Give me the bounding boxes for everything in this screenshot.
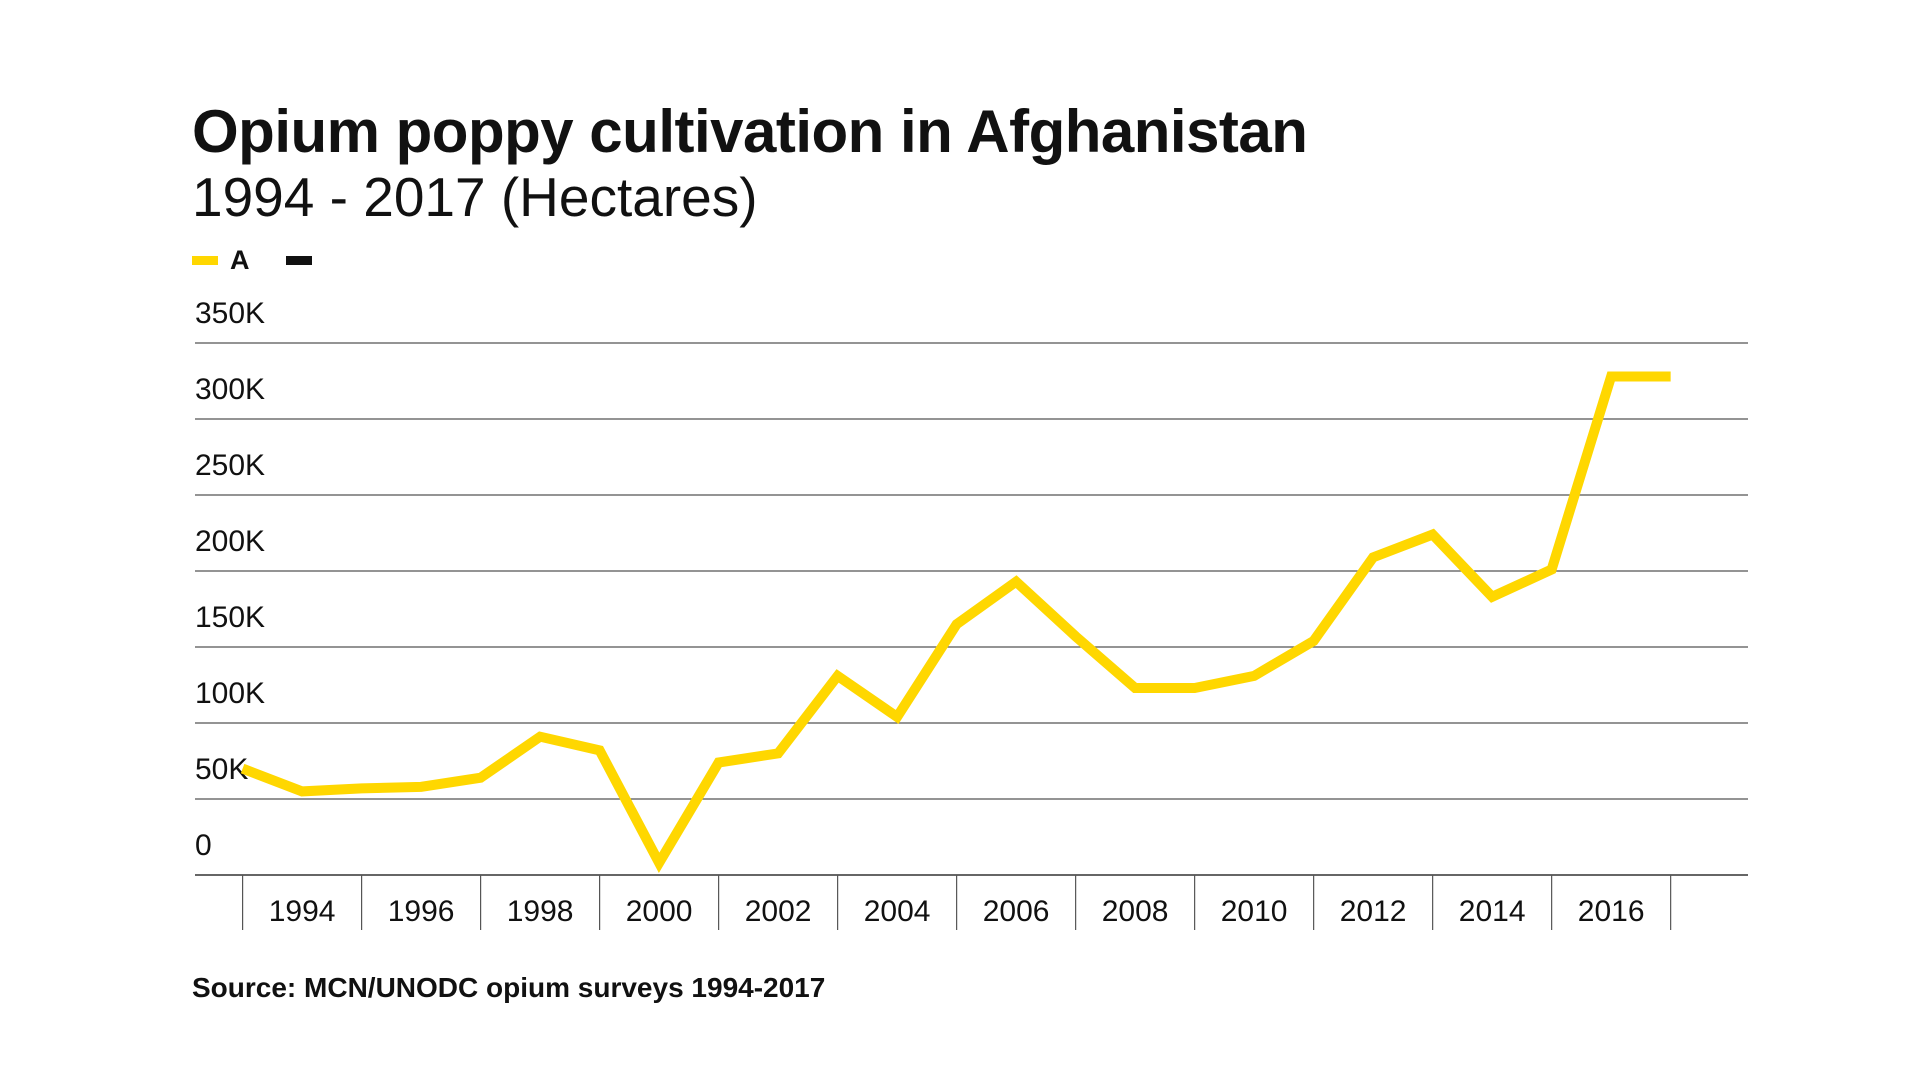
legend: A [192, 244, 360, 276]
legend-item-a: A [192, 244, 250, 276]
y-tick-label: 300K [195, 373, 265, 406]
x-tick-label: 2002 [745, 895, 812, 928]
x-tick-label: 2004 [864, 895, 931, 928]
y-tick-label: 50K [195, 753, 248, 786]
x-tick-label: 2006 [983, 895, 1050, 928]
x-tick-label: 2008 [1102, 895, 1169, 928]
x-tick-label: 1996 [388, 895, 455, 928]
legend-label-a: A [230, 245, 250, 275]
y-tick-label: 350K [195, 297, 265, 330]
series-layer [240, 371, 1671, 874]
x-tick-label: 2014 [1459, 895, 1526, 928]
x-tick-label: 1998 [507, 895, 574, 928]
chart-title: Opium poppy cultivation in Afghanistan [192, 98, 1308, 165]
legend-item-b [285, 255, 324, 265]
x-tick-label: 2012 [1340, 895, 1407, 928]
y-tick-label: 0 [195, 829, 212, 862]
x-tick-label: 1994 [269, 895, 336, 928]
x-axis: 1994 1996 1998 2000 2002 2004 2006 2008 2010 2012… [242, 875, 1672, 930]
x-tick-label: 2000 [626, 895, 693, 928]
x-tick-label: 2010 [1221, 895, 1288, 928]
y-tick-label: 100K [195, 677, 265, 710]
series-line-1 [240, 371, 1671, 874]
legend-swatch-a [192, 255, 218, 265]
source-note: Source: MCN/UNODC opium surveys 1994-201… [192, 972, 826, 1003]
legend-swatch-b [285, 255, 312, 265]
grid-layer [195, 342, 1748, 876]
y-tick-label: 250K [195, 449, 265, 482]
y-tick-label: 200K [195, 525, 265, 558]
x-tick-label: 2016 [1578, 895, 1645, 928]
y-tick-label: 150K [195, 601, 265, 634]
chart-subtitle: 1994 - 2017 (Hectares) [192, 166, 758, 228]
y-tick-labels: 0 50K 100K 150K 200K 250K 300K 350K [195, 297, 265, 862]
